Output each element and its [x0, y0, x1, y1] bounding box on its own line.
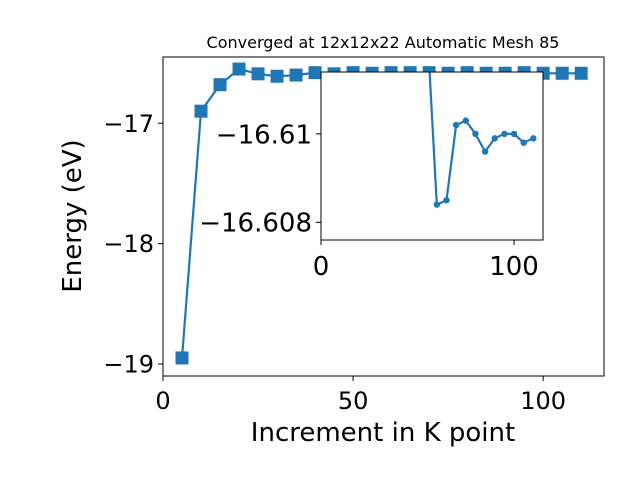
inset-x-tick-label: 0 — [313, 252, 330, 282]
main-x-tick-label: 100 — [520, 387, 566, 415]
main-data-point — [289, 68, 303, 82]
inset-y-tick-label: −16.608 — [199, 209, 312, 239]
main-frame — [162, 56, 605, 377]
main-y-tick-label: −17 — [103, 110, 154, 138]
x-axis-label: Increment in K point — [251, 418, 515, 448]
inset-x-tick-label: 100 — [489, 252, 539, 282]
chart-title: Converged at 12x12x22 Automatic Mesh 85 — [207, 33, 560, 52]
inset-frame — [320, 71, 544, 241]
inset-data-point — [530, 135, 537, 142]
main-y-tick-label: −18 — [103, 230, 154, 258]
y-axis-label: Energy (eV) — [58, 139, 88, 292]
inset-data-point — [462, 117, 469, 124]
inset-data-point — [472, 130, 479, 138]
main-data-point — [175, 351, 189, 365]
main-x-tick-label: 0 — [155, 387, 170, 415]
inset-data-point — [510, 130, 518, 138]
main-x-tick-label: 50 — [338, 387, 369, 415]
main-data-point — [555, 66, 569, 80]
inset-data-point — [520, 139, 527, 146]
inset-data-point — [443, 197, 450, 204]
main-data-point — [308, 66, 322, 80]
main-data-point — [251, 67, 265, 81]
main-data-point — [194, 104, 208, 118]
inset-series — [424, 25, 537, 208]
main-data-point — [232, 62, 246, 76]
main-data-point — [574, 66, 588, 80]
main-data-point — [213, 78, 227, 92]
inset-plot-area: 0 100 −16.61 −16.608 — [199, 25, 544, 282]
inset-data-point — [433, 201, 441, 208]
inset-data-point — [452, 121, 460, 129]
main-y-tick-label: −19 — [103, 351, 154, 379]
main-data-point — [270, 69, 284, 83]
inset-y-tick-label: −16.61 — [216, 120, 312, 150]
inset-data-point — [481, 148, 489, 155]
inset-data-point — [491, 135, 498, 142]
inset-data-point — [424, 25, 430, 31]
inset-data-point — [501, 130, 508, 138]
